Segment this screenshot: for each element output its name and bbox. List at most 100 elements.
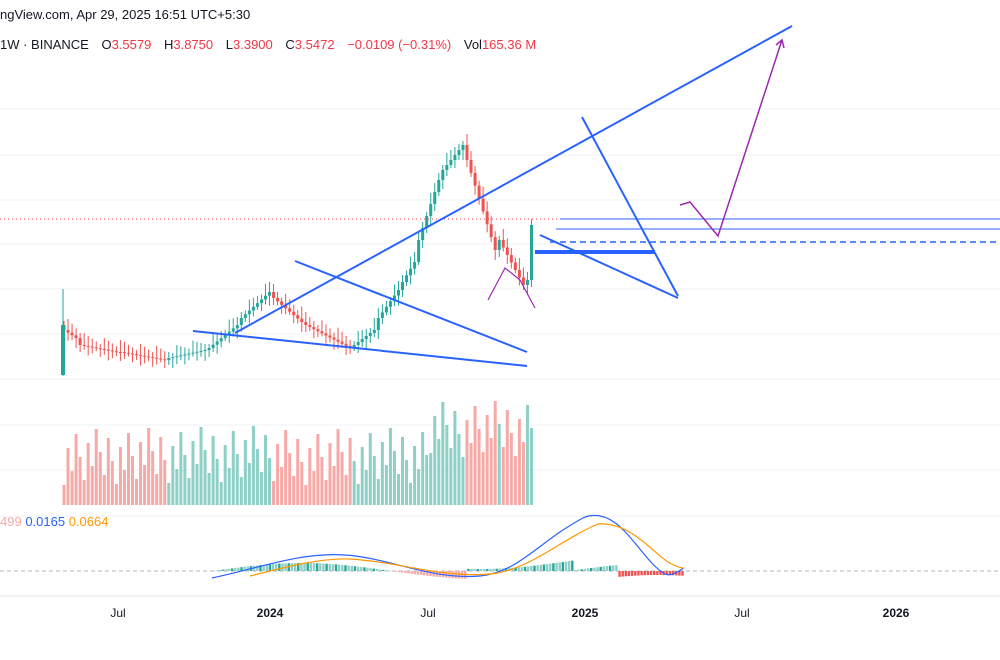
candle <box>66 330 70 333</box>
macd-histogram-bar <box>504 568 508 571</box>
candle <box>332 337 336 340</box>
macd-histogram-bar <box>407 571 410 574</box>
macd-histogram-bar <box>621 571 624 577</box>
macd-histogram-bar <box>426 571 429 576</box>
macd-histogram-bar <box>549 563 552 571</box>
volume-bar <box>364 470 368 505</box>
candle <box>396 290 400 296</box>
candle <box>114 351 118 353</box>
macd-histogram-bar <box>470 568 473 571</box>
macd-histogram-bar <box>215 570 218 572</box>
volume-bar <box>62 485 66 505</box>
volume-bar <box>344 475 348 505</box>
open-label: O <box>101 37 112 52</box>
volume-bar <box>433 416 437 505</box>
volume-bar <box>143 465 147 505</box>
macd-histogram-bar <box>467 568 470 571</box>
candle <box>259 299 263 304</box>
candle <box>74 335 78 338</box>
macd-histogram-bar <box>360 566 363 571</box>
macd-histogram-bar <box>256 565 259 571</box>
candle <box>199 350 203 352</box>
candle <box>183 354 187 356</box>
volume-bar <box>272 481 276 505</box>
macd-histogram-bar <box>627 571 631 577</box>
candle <box>497 240 501 250</box>
macd-histogram-bar <box>410 571 413 574</box>
volume-bar <box>517 419 521 505</box>
volume-bar <box>155 474 159 505</box>
macd-histogram-bar <box>350 565 353 571</box>
volume-bar <box>469 443 473 505</box>
volume-bar <box>513 456 517 505</box>
macd-histogram-bar <box>473 568 476 571</box>
candle <box>441 170 445 180</box>
candle <box>268 292 272 296</box>
macd-histogram-bar <box>341 564 344 571</box>
macd-pane <box>211 514 685 579</box>
macd-histogram-bar <box>237 567 240 571</box>
volume-bar <box>167 483 171 505</box>
volume-bar <box>110 461 114 505</box>
volume-bar <box>324 480 328 505</box>
macd-histogram-bar <box>297 563 300 571</box>
volume-bar <box>356 484 360 505</box>
grid <box>0 108 1000 597</box>
volume-bar <box>481 452 485 505</box>
candle <box>465 145 469 160</box>
close-label: C <box>285 37 295 52</box>
candle <box>481 198 485 212</box>
macd-histogram-bar <box>479 568 483 571</box>
x-tick-jul-2024: Jul <box>420 606 435 620</box>
volume-bar <box>259 472 263 505</box>
candle <box>308 325 312 328</box>
macd-histogram-bar <box>596 567 599 571</box>
volume-bar <box>384 465 388 505</box>
volume-bar <box>401 437 405 505</box>
candle <box>380 312 384 318</box>
volume-bar <box>191 441 195 505</box>
x-tick-2024: 2024 <box>257 606 284 620</box>
volume-bar <box>360 447 364 505</box>
volume-bar <box>328 443 332 505</box>
candle <box>529 225 533 280</box>
volume-bar <box>457 434 461 505</box>
candle <box>304 322 308 325</box>
volume-bar <box>82 480 86 505</box>
volume-bar <box>417 469 421 505</box>
volume-bar <box>179 432 183 505</box>
macd-histogram-bar <box>634 571 637 576</box>
wedge-lower-line <box>539 234 679 299</box>
volume-bar <box>118 447 122 505</box>
candle <box>70 332 74 336</box>
chart-source-timestamp: ngView.com, Apr 29, 2025 16:51 UTC+5:30 <box>0 7 251 22</box>
candle <box>276 298 280 302</box>
candle <box>203 350 207 351</box>
volume-bar <box>521 442 525 505</box>
macd-histogram-bar <box>523 566 527 571</box>
symbol-label: 1W · BINANCE <box>0 37 89 52</box>
macd-histogram-bar <box>577 569 580 571</box>
macd-histogram-bar <box>580 569 583 571</box>
volume-bar <box>308 448 312 505</box>
macd-histogram-bar <box>375 568 379 571</box>
macd-histogram-bar <box>218 570 221 571</box>
volume-bar <box>94 429 98 505</box>
macd-histogram-bar <box>319 563 322 571</box>
macd-line-value: 0.0165 <box>25 514 66 529</box>
candle <box>227 331 231 335</box>
macd-histogram-bar <box>536 565 539 571</box>
macd-histogram-bar <box>590 568 593 571</box>
macd-histogram-bar <box>268 564 272 571</box>
macd-histogram-bar <box>527 566 530 571</box>
macd-histogram-bar <box>498 568 502 571</box>
candle <box>235 325 239 329</box>
high-label: H <box>163 37 174 52</box>
macd-histogram-bar <box>583 568 587 571</box>
candle <box>477 185 481 199</box>
volume-bars <box>62 401 533 505</box>
rising-trendline <box>234 25 793 334</box>
high-value: 3.8750 <box>173 37 214 52</box>
candle <box>376 318 380 330</box>
